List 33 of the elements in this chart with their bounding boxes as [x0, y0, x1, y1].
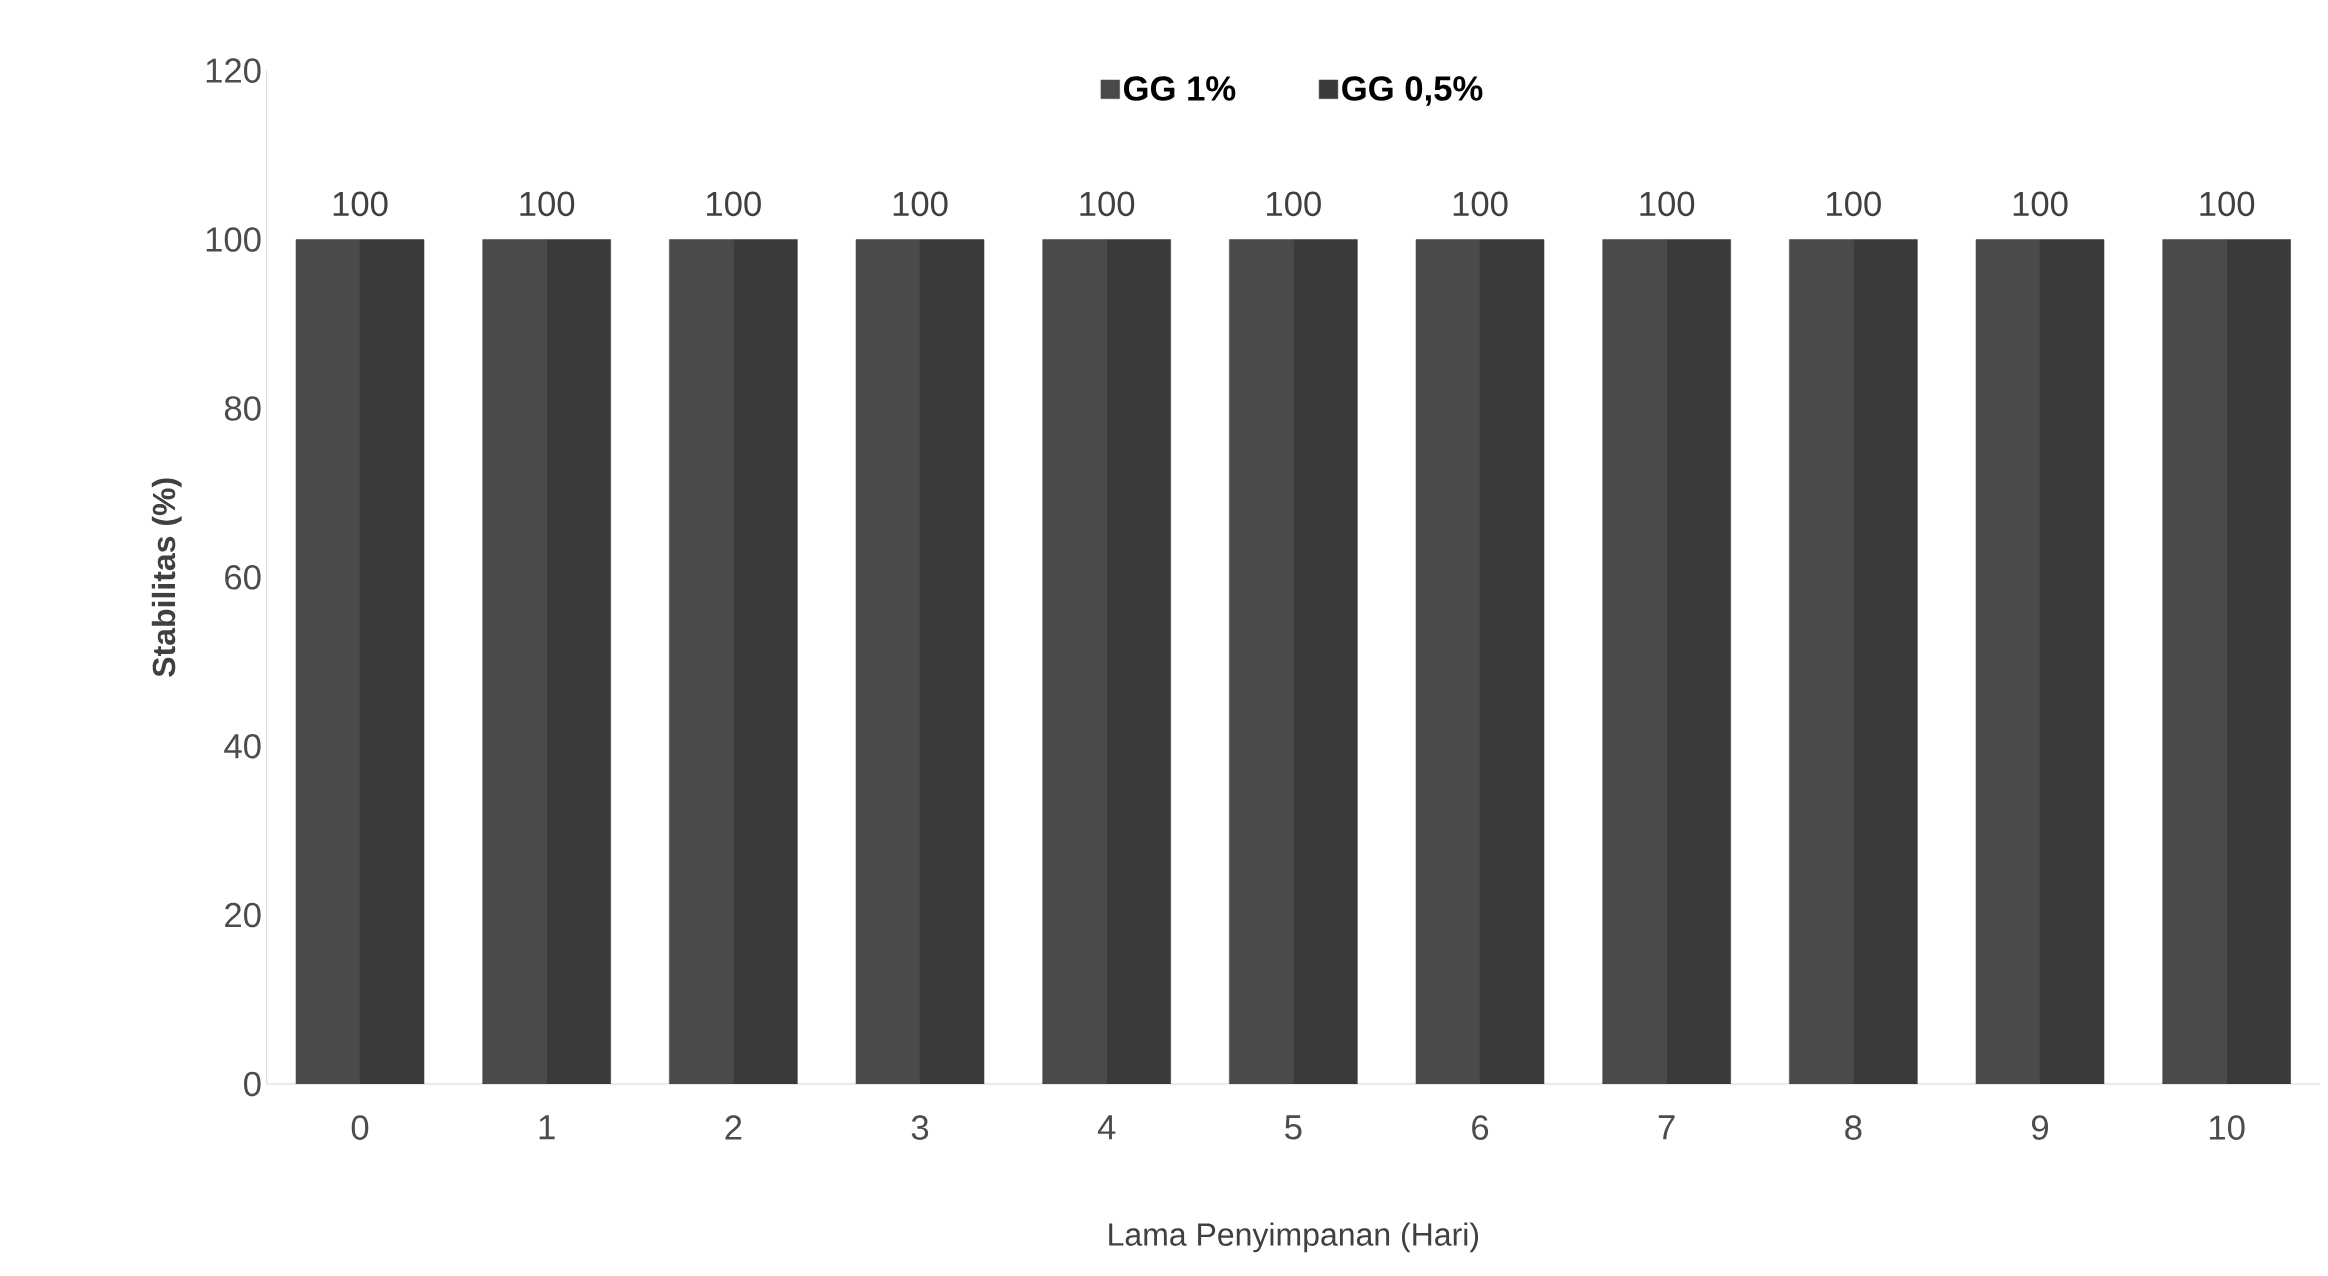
data-label: 100	[520, 191, 575, 217]
y-tick-label: 80	[224, 396, 261, 421]
y-tick-label: 60	[225, 565, 261, 590]
x-tick-label: 5	[1285, 1115, 1302, 1140]
x-tick-label: 6	[1472, 1115, 1489, 1140]
x-tick-label: 1	[539, 1115, 555, 1140]
x-axis-title: Lama Penyimpanan (Hari)	[1109, 1222, 1479, 1253]
x-tick-label: 9	[2032, 1115, 2049, 1140]
data-label: 100	[333, 191, 388, 217]
y-tick-label: 20	[225, 902, 261, 928]
legend-label: GG 0,5%	[1342, 76, 1483, 106]
data-label: 100	[1827, 191, 1881, 217]
data-label: 100	[1080, 191, 1135, 217]
data-label: 100	[2013, 191, 2068, 217]
data-label: 100	[707, 191, 761, 217]
data-label: 100	[1267, 191, 1321, 217]
y-axis-title: Stabilitas (%)	[151, 478, 182, 677]
x-tick-label: 0	[351, 1115, 369, 1140]
legend-label: GG 1%	[1123, 76, 1236, 101]
data-label: 100	[1640, 191, 1695, 217]
x-tick-label: 8	[1845, 1115, 1862, 1140]
x-tick-label: 3	[911, 1115, 929, 1140]
x-tick-label: 2	[725, 1115, 742, 1140]
x-tick-label: 10	[2210, 1115, 2245, 1140]
x-tick-label: 4	[1097, 1115, 1116, 1140]
data-label: 100	[2200, 191, 2255, 217]
y-tick-label: 40	[224, 733, 261, 759]
x-tick-label: 7	[1658, 1115, 1675, 1140]
y-tick-label: 0	[244, 1071, 261, 1097]
data-label: 100	[1453, 191, 1508, 217]
data-label: 100	[893, 191, 948, 217]
y-tick-label: 120	[206, 58, 261, 83]
y-tick-label: 100	[206, 227, 261, 252]
